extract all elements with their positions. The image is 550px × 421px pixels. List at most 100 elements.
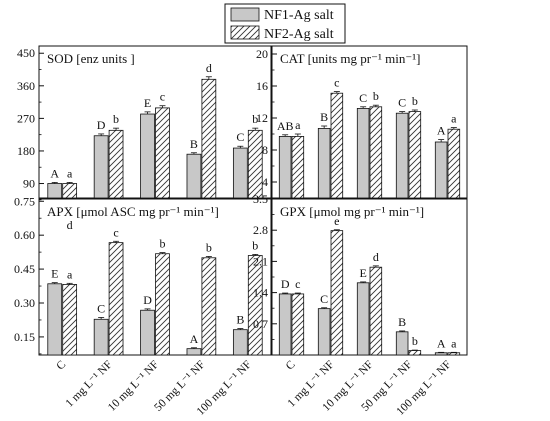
y-tick-label: 0.15 xyxy=(14,330,35,344)
y-tick-label: 0.30 xyxy=(14,296,35,310)
y-tick-label: 180 xyxy=(17,144,35,158)
panel-title: CAT [units mg pr⁻¹ min⁻¹] xyxy=(280,51,420,66)
bar-nf2 xyxy=(369,266,383,356)
plot-frame xyxy=(271,45,468,199)
panel-title: APX [μmol ASC mg pr⁻¹ min⁻¹] xyxy=(47,204,219,219)
bar-nf1 xyxy=(317,308,331,356)
bar-nf2 xyxy=(447,352,461,356)
y-tick-label: 0.45 xyxy=(14,262,35,276)
significance-letter: a xyxy=(295,118,301,132)
x-tick-label: C xyxy=(284,358,298,372)
bar-nf1 xyxy=(395,112,409,199)
significance-letter: C xyxy=(398,96,406,110)
bar-nf1 xyxy=(140,309,155,356)
significance-letter: c xyxy=(113,225,118,239)
bar-nf1 xyxy=(47,283,63,356)
y-tick-label: 12 xyxy=(256,111,268,125)
bar-nf2 xyxy=(408,111,422,199)
significance-letter: C xyxy=(359,91,367,105)
y-tick-label: 360 xyxy=(17,79,35,93)
x-tick-label: 1 mg L⁻¹ NF xyxy=(64,359,115,410)
bar-nf1 xyxy=(278,293,292,356)
significance-letter: b xyxy=(252,238,258,252)
significance-letter: B xyxy=(398,315,406,329)
significance-letter: b xyxy=(252,112,258,126)
bar-nf2 xyxy=(369,106,383,199)
y-tick-label: 1.4 xyxy=(253,286,268,300)
bar-nf2 xyxy=(155,253,170,356)
significance-letter: B xyxy=(236,313,244,327)
bar-nf2 xyxy=(247,129,263,199)
bar-nf1 xyxy=(278,135,292,199)
significance-letter: C xyxy=(320,292,328,306)
significance-letter: AB xyxy=(277,119,294,133)
y-tick-label: 2.1 xyxy=(253,254,268,268)
significance-letter: a xyxy=(451,112,457,126)
y-tick-label: 0.7 xyxy=(253,317,268,331)
bar-nf1 xyxy=(356,282,370,356)
y-tick-label: 0.60 xyxy=(14,228,35,242)
y-tick-label: 8 xyxy=(262,143,268,157)
chart-panel-4: GPX [μmol mg pr⁻¹ min⁻¹] 0.7 1.4 2.1 2.8 3.5 D… xyxy=(253,192,468,418)
bar-nf2 xyxy=(330,230,344,356)
bar-nf2 xyxy=(155,107,170,199)
significance-letter: A xyxy=(50,166,59,180)
y-tick-label: 450 xyxy=(17,46,35,60)
bar-nf1 xyxy=(232,147,248,199)
x-tick-label: C xyxy=(54,358,68,372)
y-tick-label: 16 xyxy=(256,79,268,93)
significance-letter: d xyxy=(373,250,379,264)
legend: NF1-Ag salt NF2-Ag salt xyxy=(224,3,346,44)
legend-label-nf2: NF2-Ag salt xyxy=(264,27,334,42)
significance-letter: D xyxy=(97,118,106,132)
significance-letter: c xyxy=(295,277,300,291)
bar-nf1 xyxy=(395,331,409,356)
significance-letter: D xyxy=(143,293,152,307)
plot-frame xyxy=(38,45,272,199)
y-tick-label: 0.75 xyxy=(14,194,35,208)
significance-letter: E xyxy=(359,266,366,280)
bar-nf1 xyxy=(317,127,331,199)
legend-swatch-nf2 xyxy=(230,25,260,40)
chart-panel-1: SOD [enz units ] 90 180 270 360 450 A a D b E c Bd Cb xyxy=(17,45,272,201)
bar-nf2 xyxy=(62,183,78,199)
bar-nf2 xyxy=(108,129,124,199)
significance-letter: e xyxy=(334,214,339,228)
y-tick-label: 4 xyxy=(262,175,268,189)
bar-nf2 xyxy=(330,92,344,199)
bar-nf1 xyxy=(93,135,109,199)
bar-nf2 xyxy=(291,135,305,199)
y-tick-label: 3.5 xyxy=(253,192,268,206)
significance-letter: b xyxy=(206,240,212,254)
significance-letter: b xyxy=(412,334,418,348)
significance-letter: d xyxy=(206,61,212,75)
y-tick-label: 270 xyxy=(17,111,35,125)
legend-swatch-nf1 xyxy=(230,7,260,22)
panel-title: GPX [μmol mg pr⁻¹ min⁻¹] xyxy=(280,204,424,219)
significance-letter: E xyxy=(144,96,151,110)
bar-nf2 xyxy=(201,257,217,356)
bar-nf1 xyxy=(47,183,63,199)
bar-nf2 xyxy=(291,293,305,356)
significance-letter: b xyxy=(412,94,418,108)
panel-title: SOD [enz units ] xyxy=(47,51,135,66)
bar-nf2 xyxy=(408,350,422,356)
significance-letter: c xyxy=(334,76,339,90)
significance-letter: b xyxy=(113,112,119,126)
significance-letter: A xyxy=(437,124,446,138)
y-tick-label: 2.8 xyxy=(253,223,268,237)
significance-letter: C xyxy=(97,301,105,315)
bar-nf1 xyxy=(93,318,109,356)
significance-letter: c xyxy=(160,90,165,104)
bar-nf1 xyxy=(186,348,202,356)
plot-frame xyxy=(38,198,272,356)
significance-letter: b xyxy=(373,89,379,103)
y-tick-label: 90 xyxy=(23,177,35,191)
bar-nf2 xyxy=(201,78,217,199)
bar-nf1 xyxy=(140,113,155,199)
significance-letter: B xyxy=(190,137,198,151)
significance-letter: a xyxy=(67,166,73,180)
significance-letter: D xyxy=(281,277,290,291)
